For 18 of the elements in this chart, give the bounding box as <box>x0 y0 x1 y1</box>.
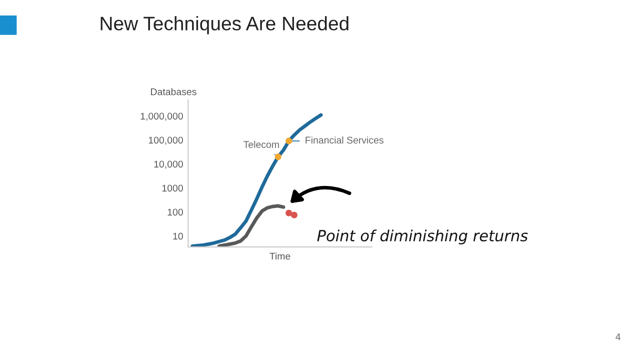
y-tick-label: 100,000 <box>148 136 183 145</box>
point <box>286 138 292 144</box>
y-tick-label: 10 <box>173 232 183 240</box>
annotation: Point of diminishing returns <box>317 230 528 244</box>
y-axis-title: Databases <box>151 88 196 96</box>
y-tick-label: 1000 <box>162 184 183 192</box>
x-axis-title: Time <box>270 252 290 260</box>
annotation: Telecom <box>244 140 279 148</box>
annotation: Financial Services <box>306 136 384 144</box>
point <box>274 153 282 160</box>
line-series <box>217 204 286 247</box>
y-tick-label: 100 <box>168 208 183 216</box>
text: 4 <box>616 334 621 340</box>
point <box>286 210 292 216</box>
chart-title: New Techniques Are Needed <box>100 16 348 34</box>
y-tick-label: 10,000 <box>154 160 183 169</box>
y-tick-label: 1,000,000 <box>140 112 183 121</box>
point <box>290 212 298 218</box>
